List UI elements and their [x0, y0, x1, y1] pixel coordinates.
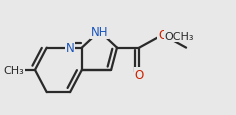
Text: O: O	[158, 29, 167, 42]
Text: OCH₃: OCH₃	[164, 32, 194, 42]
Text: NH: NH	[91, 26, 108, 38]
Text: CH₃: CH₃	[4, 65, 24, 75]
Text: N: N	[66, 42, 75, 55]
Text: O: O	[135, 68, 144, 81]
